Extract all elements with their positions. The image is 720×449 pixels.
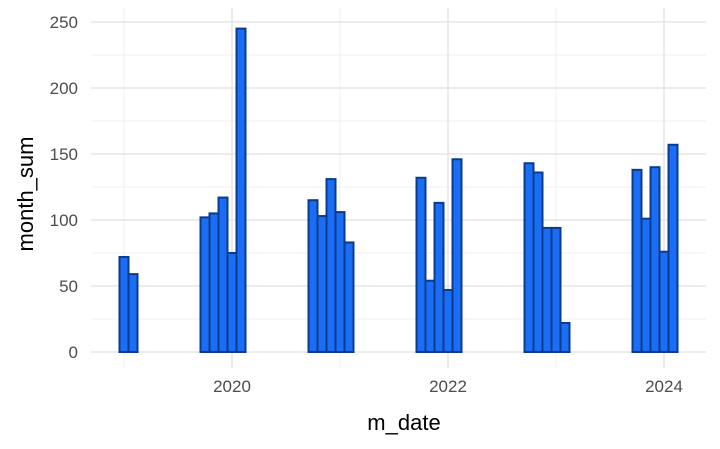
bar (649, 166, 661, 353)
bar (550, 226, 562, 353)
bar (559, 321, 571, 353)
y-tick-label: 200 (50, 79, 78, 98)
y-axis-ticks: 0 50 100 150 200 250 (50, 13, 78, 362)
bar (343, 241, 355, 353)
bar (199, 216, 211, 353)
x-tick-label: 2022 (429, 377, 467, 396)
bar (541, 226, 553, 353)
bar (217, 196, 229, 353)
bar (523, 162, 535, 353)
y-tick-label: 250 (50, 13, 78, 32)
bar (118, 255, 130, 353)
bar (235, 27, 247, 353)
bar (451, 158, 463, 353)
y-tick-label: 0 (69, 343, 78, 362)
y-axis-title: month_sum (13, 137, 38, 252)
x-axis-title: m_date (367, 410, 440, 435)
bar (307, 199, 319, 353)
bar (316, 215, 328, 353)
bars (118, 27, 679, 353)
bar (208, 212, 220, 353)
bar (433, 201, 445, 353)
bar (631, 168, 643, 353)
x-tick-label: 2024 (645, 377, 683, 396)
x-axis-ticks: 2020 2022 2024 (213, 377, 683, 396)
bar (640, 217, 652, 353)
y-tick-label: 150 (50, 145, 78, 164)
y-tick-label: 50 (59, 277, 78, 296)
x-tick-label: 2020 (213, 377, 251, 396)
bar (442, 288, 454, 353)
gridlines (91, 8, 706, 368)
bar (667, 143, 679, 353)
bar (658, 250, 670, 353)
bar (532, 171, 544, 353)
bar (127, 273, 139, 353)
bar (334, 211, 346, 353)
bar (415, 176, 427, 353)
bar (424, 279, 436, 353)
bar (226, 252, 238, 353)
y-tick-label: 100 (50, 211, 78, 230)
bar (325, 178, 337, 353)
